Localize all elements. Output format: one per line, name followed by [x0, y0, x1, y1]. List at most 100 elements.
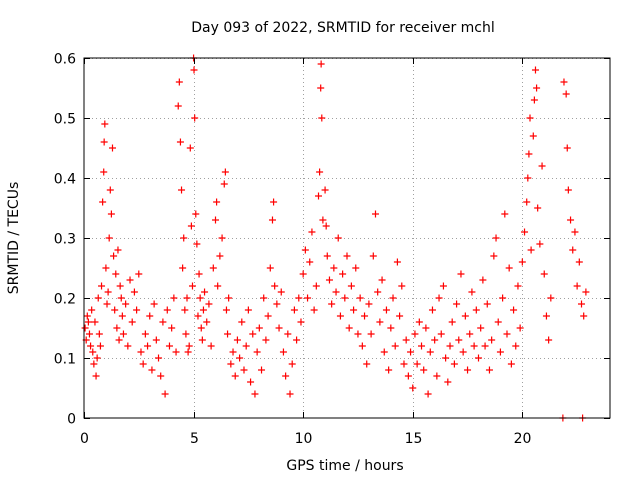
data-point [521, 228, 529, 236]
data-point [468, 288, 476, 296]
data-point [317, 60, 325, 68]
data-point [477, 324, 485, 332]
data-point [84, 318, 92, 326]
data-point [188, 282, 196, 290]
data-point [578, 300, 586, 308]
data-point [91, 318, 99, 326]
data-point [328, 300, 336, 308]
data-point [81, 324, 89, 332]
data-point [367, 330, 375, 338]
data-point [100, 138, 108, 146]
data-point [382, 306, 390, 314]
data-point [446, 342, 454, 350]
data-point [216, 252, 224, 260]
x-axis-label: GPS time / hours [286, 458, 403, 474]
data-point [249, 330, 257, 338]
data-point [464, 366, 472, 374]
data-point [117, 294, 125, 302]
data-point [152, 336, 160, 344]
data-point [182, 330, 190, 338]
data-point [213, 198, 221, 206]
data-point [524, 174, 532, 182]
data-point [415, 318, 423, 326]
data-point [488, 336, 496, 344]
data-point [172, 348, 180, 356]
data-point [407, 348, 415, 356]
data-point [496, 348, 504, 356]
data-point [104, 288, 112, 296]
data-point [148, 366, 156, 374]
data-point [244, 306, 252, 314]
data-point [163, 306, 171, 314]
data-point [534, 204, 542, 212]
data-point [448, 318, 456, 326]
data-point [221, 168, 229, 176]
data-point [526, 114, 534, 122]
data-point [271, 282, 279, 290]
data-point [318, 114, 326, 122]
data-point [431, 336, 439, 344]
data-point [322, 222, 330, 230]
data-point [575, 258, 583, 266]
data-point [150, 300, 158, 308]
data-point [203, 318, 211, 326]
data-point [108, 144, 116, 152]
data-point [106, 186, 114, 194]
data-point [92, 372, 100, 380]
grid-lines [84, 58, 610, 418]
data-point [299, 270, 307, 278]
data-point [197, 324, 205, 332]
data-point [455, 336, 463, 344]
data-point [345, 324, 353, 332]
data-point [101, 120, 109, 128]
data-point [323, 252, 331, 260]
data-point [83, 312, 91, 320]
data-point [391, 342, 399, 350]
data-point [389, 294, 397, 302]
data-point [227, 360, 235, 368]
data-point [255, 324, 263, 332]
data-point [426, 348, 434, 356]
data-point [212, 216, 219, 224]
data-point [369, 252, 377, 260]
data-point [284, 330, 292, 338]
data-point [542, 312, 550, 320]
x-tick-label: 5 [190, 431, 199, 447]
chart-title: Day 093 of 2022, SRMTID for receiver mch… [191, 20, 495, 36]
data-point [165, 342, 173, 350]
data-point [330, 264, 338, 272]
data-point [352, 264, 360, 272]
data-point [459, 348, 467, 356]
data-point [242, 342, 250, 350]
data-point [424, 390, 432, 398]
data-point [530, 96, 538, 104]
data-point [533, 84, 541, 92]
data-point [481, 342, 489, 350]
data-point [343, 252, 351, 260]
data-point [209, 264, 217, 272]
data-point [400, 360, 408, 368]
data-point [510, 306, 518, 314]
data-point [229, 348, 237, 356]
data-point [317, 84, 325, 92]
data-point [157, 372, 165, 380]
data-point [282, 372, 290, 380]
data-point [527, 246, 535, 254]
data-point [444, 378, 452, 386]
data-point [100, 168, 108, 176]
data-point [240, 366, 248, 374]
data-point [334, 234, 342, 242]
data-point [251, 390, 259, 398]
data-point [479, 276, 487, 284]
data-point [580, 312, 588, 320]
data-point [361, 312, 369, 320]
data-point [499, 294, 507, 302]
data-point [122, 300, 130, 308]
y-tick-label: 0 [67, 412, 76, 428]
data-point [450, 360, 458, 368]
data-point [183, 294, 191, 302]
data-point [174, 102, 182, 110]
data-point [128, 318, 136, 326]
data-point [363, 360, 371, 368]
data-point [199, 306, 207, 314]
